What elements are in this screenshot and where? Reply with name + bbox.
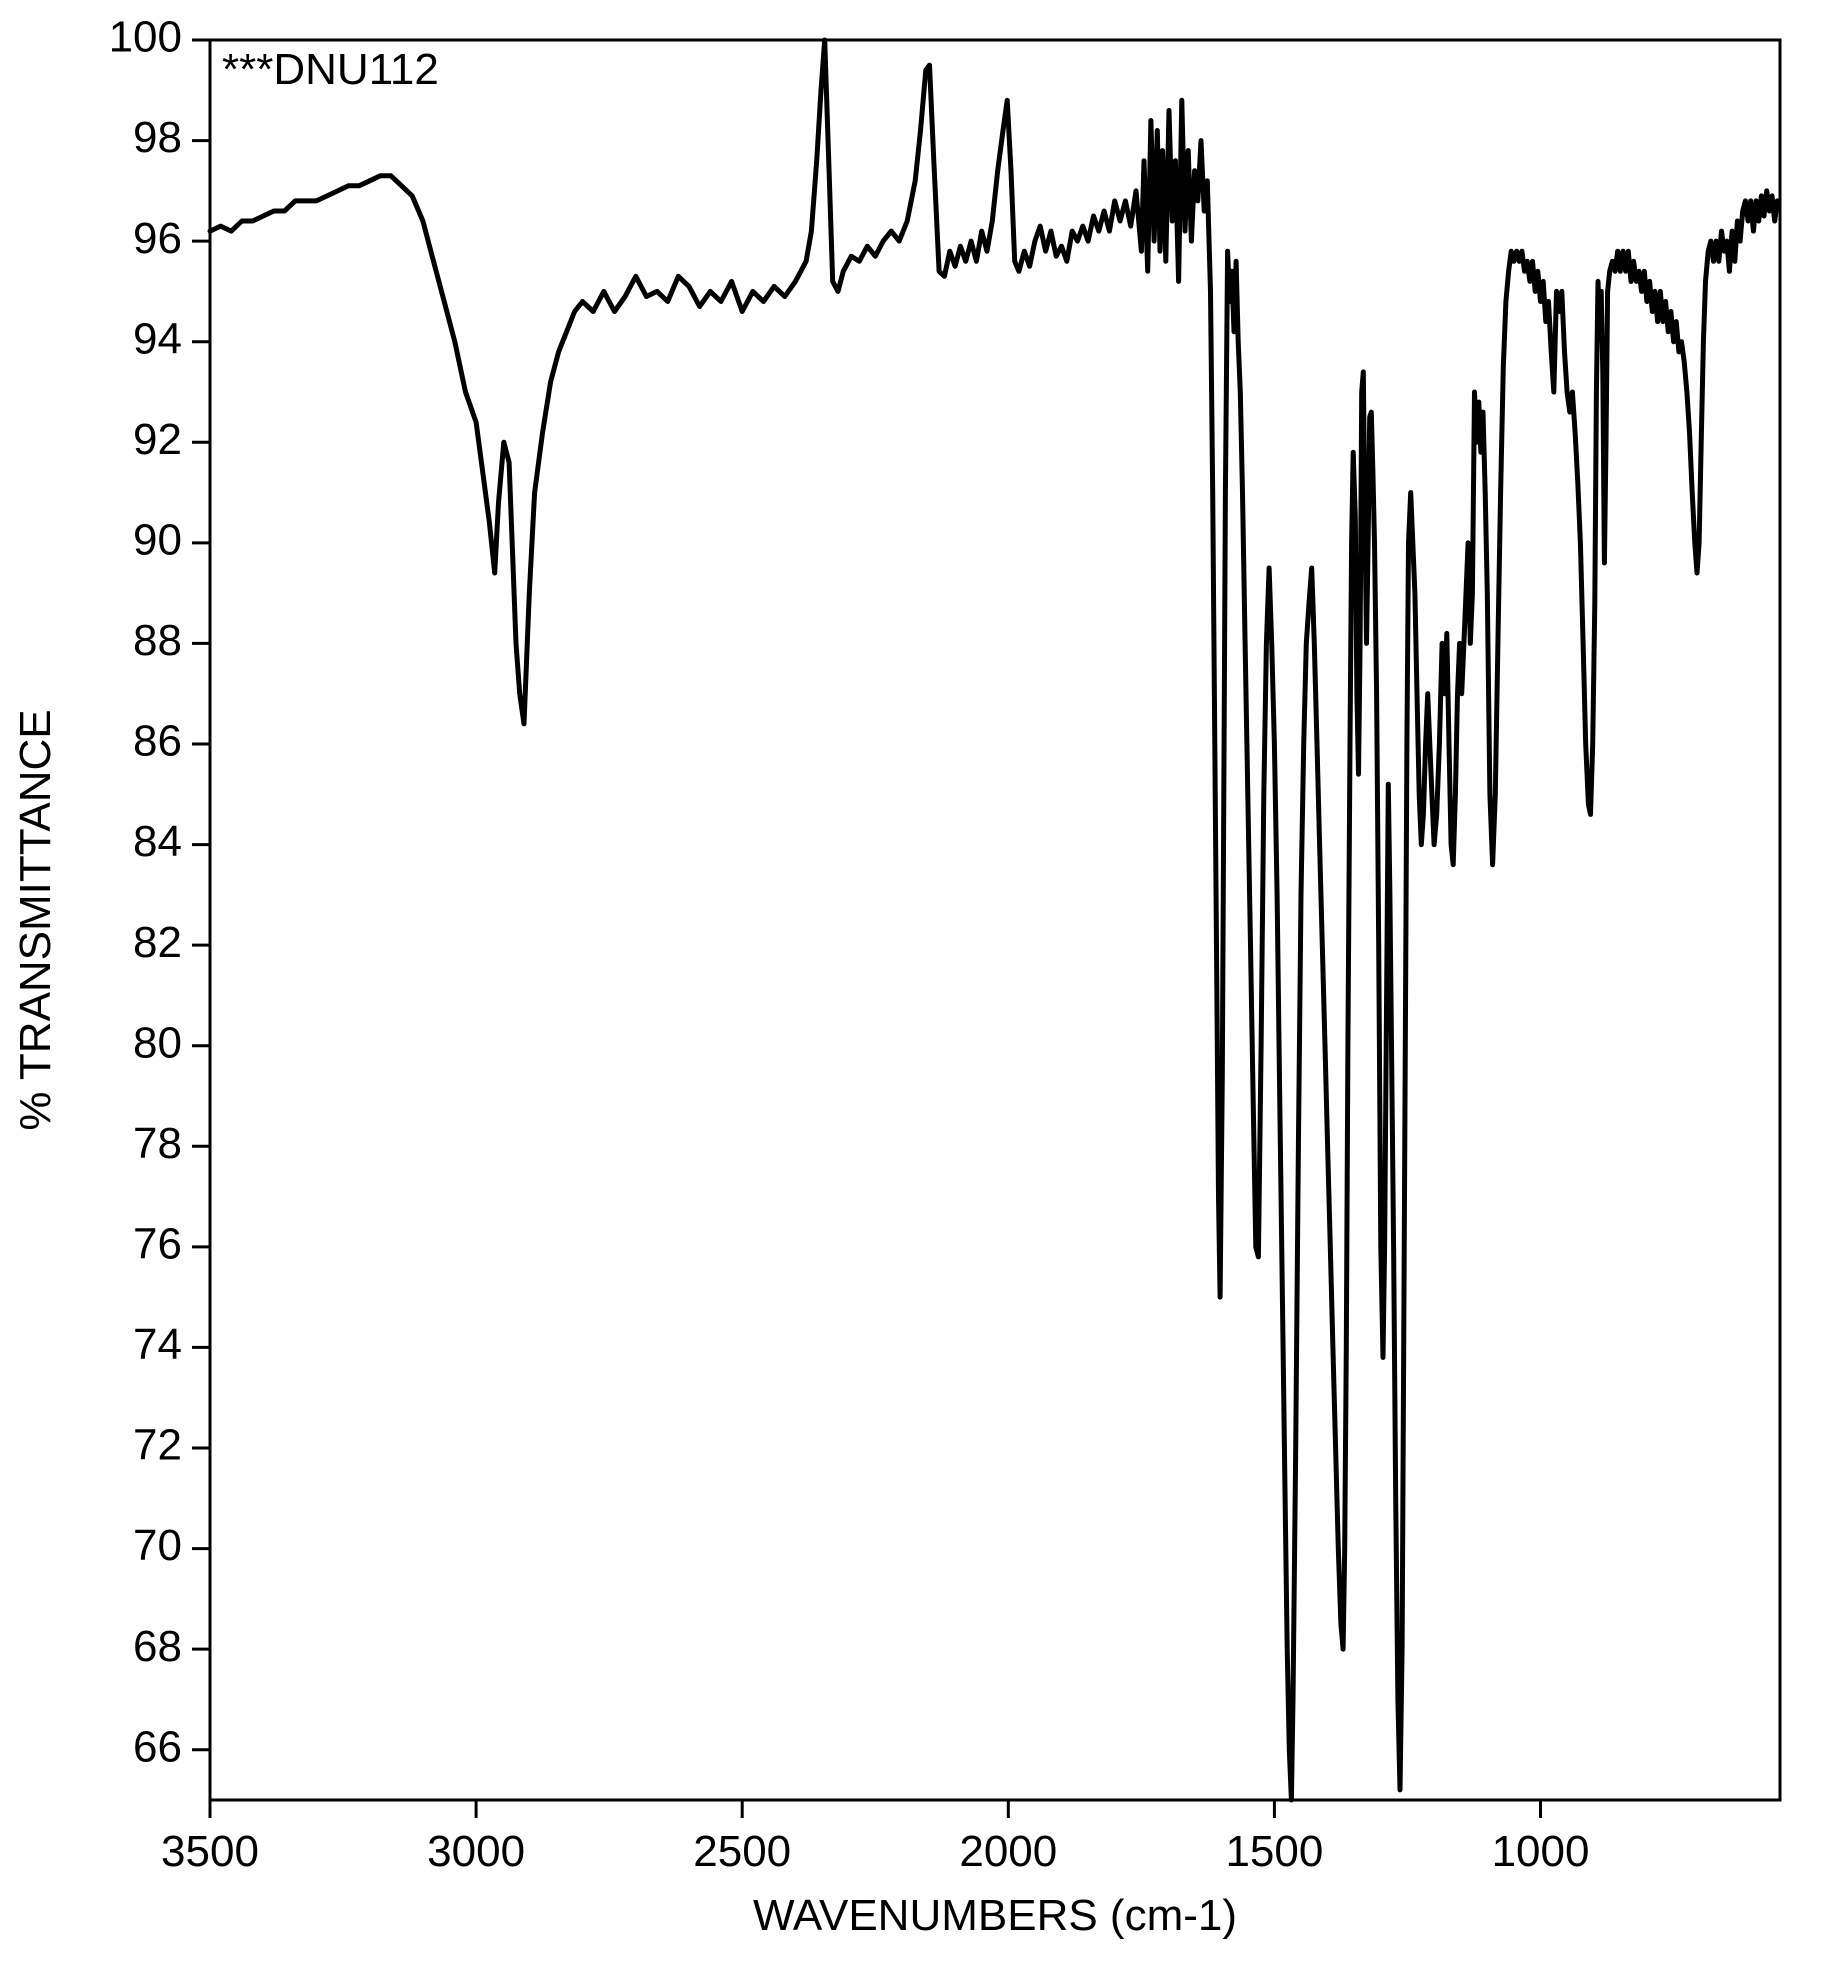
y-tick-label: 82 — [133, 918, 182, 967]
y-tick-label: 100 — [109, 13, 182, 62]
y-tick-label: 68 — [133, 1622, 182, 1671]
y-tick-label: 76 — [133, 1219, 182, 1268]
x-tick-label: 3000 — [427, 1827, 525, 1876]
y-tick-label: 84 — [133, 817, 182, 866]
y-tick-label: 88 — [133, 616, 182, 665]
y-tick-label: 78 — [133, 1119, 182, 1168]
y-tick-label: 70 — [133, 1521, 182, 1570]
y-tick-label: 72 — [133, 1421, 182, 1470]
ir-spectrum-chart: 100 98 96 94 92 90 88 86 84 82 80 78 76 74 72 70 68 66 350… — [0, 0, 1844, 1964]
chart-svg: 100 98 96 94 92 90 88 86 84 82 80 78 76 74 72 70 68 66 350… — [0, 0, 1844, 1964]
y-tick-label: 92 — [133, 415, 182, 464]
x-tick-label: 2000 — [959, 1827, 1057, 1876]
y-tick-label: 90 — [133, 515, 182, 564]
spectrum-line — [210, 40, 1777, 1800]
y-tick-label: 94 — [133, 314, 182, 363]
x-tick-label: 3500 — [161, 1827, 259, 1876]
y-axis-title: % TRANSMITTANCE — [11, 709, 60, 1130]
y-tick-label: 98 — [133, 113, 182, 162]
x-tick-label: 1000 — [1492, 1827, 1590, 1876]
y-tick-label: 74 — [133, 1320, 182, 1369]
y-tick-label: 66 — [133, 1722, 182, 1771]
y-tick-label: 86 — [133, 717, 182, 766]
y-tick-label: 96 — [133, 214, 182, 263]
sample-label: ***DNU112 — [222, 45, 439, 94]
x-axis-title: WAVENUMBERS (cm-1) — [753, 1891, 1237, 1940]
x-tick-label: 1500 — [1225, 1827, 1323, 1876]
x-tick-label: 2500 — [693, 1827, 791, 1876]
y-tick-label: 80 — [133, 1018, 182, 1067]
